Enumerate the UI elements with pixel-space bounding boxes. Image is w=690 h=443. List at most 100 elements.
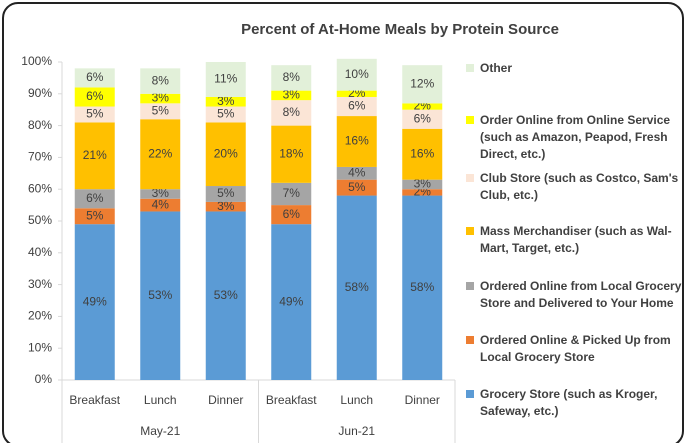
bar-segment: [271, 182, 312, 206]
legend-swatch: [466, 174, 474, 182]
data-label: 6%: [86, 191, 104, 205]
y-tick-label: 50%: [28, 213, 52, 227]
data-label: 58%: [345, 280, 369, 294]
x-tick-label: Dinner: [405, 393, 440, 407]
legend-entry: Ordered Online & Picked Up from Local Gr…: [466, 332, 686, 366]
data-label: 16%: [410, 146, 434, 160]
bar-segment: [205, 201, 246, 212]
group-label: Jun-21: [338, 424, 375, 438]
y-tick-label: 100%: [21, 54, 52, 68]
bar-segment: [402, 179, 443, 190]
data-label: 7%: [283, 186, 301, 200]
data-label: 5%: [348, 180, 366, 194]
data-label: 6%: [283, 207, 301, 221]
bar-segment: [140, 68, 181, 94]
bar-segment: [271, 90, 312, 101]
data-label: 3%: [152, 186, 170, 200]
bar-segment: [140, 119, 181, 190]
bar-segment: [74, 224, 115, 380]
bar-segment: [336, 179, 377, 196]
data-label: 58%: [410, 280, 434, 294]
legend-label: Other: [480, 61, 513, 75]
bar-segment: [336, 166, 377, 180]
bar-segment: [336, 195, 377, 380]
x-tick-label: Lunch: [144, 393, 177, 407]
group-label: May-21: [140, 424, 180, 438]
bar-segment: [205, 106, 246, 123]
legend-swatch: [466, 227, 474, 235]
legend-label: Ordered Online & Picked Up from Local Gr…: [480, 333, 671, 364]
data-label: 6%: [348, 99, 366, 113]
data-label: 3%: [414, 177, 432, 191]
legend-swatch: [466, 64, 474, 72]
data-label: 8%: [283, 105, 301, 119]
data-label: 5%: [152, 103, 170, 117]
x-tick-label: Breakfast: [266, 393, 317, 407]
legend-label: Mass Merchandiser (such as Wal-Mart, Tar…: [480, 224, 672, 255]
bar-segment: [336, 90, 377, 97]
legend-entry: Ordered Online from Local Grocery Store …: [466, 278, 686, 312]
data-label: 18%: [279, 146, 303, 160]
bar-segment: [402, 195, 443, 380]
data-label: 16%: [345, 134, 369, 148]
bar-segment: [402, 103, 443, 110]
bar-segment: [74, 87, 115, 107]
legend-entry: Order Online from Online Service (such a…: [466, 112, 686, 163]
bar-segment: [74, 68, 115, 88]
y-tick-label: 60%: [28, 181, 52, 195]
y-tick-label: 90%: [28, 86, 52, 100]
legend-entry: Grocery Store (such as Kroger, Safeway, …: [466, 386, 686, 420]
legend-swatch: [466, 336, 474, 344]
bar-segment: [74, 122, 115, 190]
x-tick-label: Dinner: [208, 393, 243, 407]
bar-segment: [402, 128, 443, 180]
data-label: 3%: [152, 91, 170, 105]
legend-label: Grocery Store (such as Kroger, Safeway, …: [480, 387, 658, 418]
bar-segment: [402, 189, 443, 196]
data-label: 49%: [279, 294, 303, 308]
bar-segment: [205, 186, 246, 202]
chart-title: Percent of At-Home Meals by Protein Sour…: [241, 21, 559, 38]
data-label: 12%: [410, 76, 434, 90]
data-label: 53%: [148, 288, 172, 302]
bar-segment: [402, 65, 443, 104]
data-label: 10%: [345, 67, 369, 81]
bar-segment: [74, 189, 115, 209]
data-label: 3%: [283, 88, 301, 102]
bar-segment: [271, 100, 312, 126]
x-tick-label: Lunch: [340, 393, 373, 407]
data-label: 5%: [86, 208, 104, 222]
legend-label: Club Store (such as Costco, Sam's Club, …: [480, 171, 679, 202]
x-tick-label: Breakfast: [69, 393, 120, 407]
data-label: 21%: [83, 148, 107, 162]
data-label: 3%: [217, 199, 235, 213]
bar-segment: [205, 122, 246, 187]
bar-segment: [140, 211, 181, 380]
y-tick-label: 20%: [28, 309, 52, 323]
data-label: 5%: [217, 186, 235, 200]
legend-swatch: [466, 390, 474, 398]
bar-segment: [74, 106, 115, 123]
data-label: 8%: [283, 70, 301, 84]
legend-entry: Club Store (such as Costco, Sam's Club, …: [466, 170, 686, 204]
data-label: 20%: [214, 146, 238, 160]
data-label: 4%: [152, 197, 170, 211]
bar-segment: [271, 224, 312, 380]
bar-segment: [271, 125, 312, 183]
legend-entry: Mass Merchandiser (such as Wal-Mart, Tar…: [466, 223, 686, 257]
y-tick-label: 40%: [28, 245, 52, 259]
data-label: 6%: [414, 111, 432, 125]
y-tick-label: 80%: [28, 118, 52, 132]
bar-segment: [205, 96, 246, 107]
bar-segment: [336, 96, 377, 117]
legend-label: Ordered Online from Local Grocery Store …: [480, 279, 682, 310]
data-label: 4%: [348, 165, 366, 179]
bar-segment: [205, 211, 246, 380]
data-label: 6%: [86, 89, 104, 103]
y-tick-label: 70%: [28, 150, 52, 164]
bar-segment: [336, 58, 377, 91]
y-tick-label: 0%: [35, 372, 53, 386]
bar-segment: [336, 116, 377, 167]
